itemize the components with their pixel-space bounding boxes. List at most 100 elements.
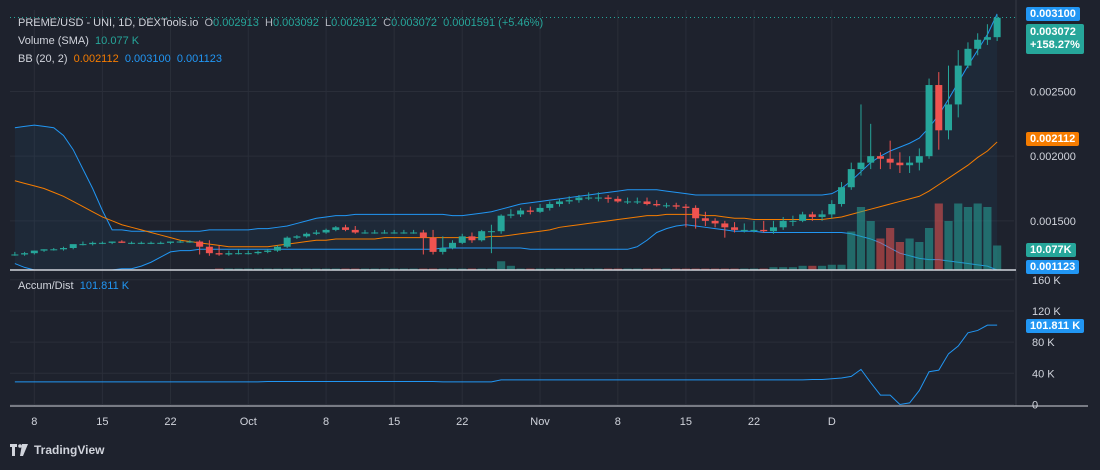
- candle-body: [322, 229, 330, 233]
- bb-fill: [14, 13, 998, 271]
- volume-bar: [808, 265, 817, 270]
- volume-label: Volume (SMA): [18, 35, 89, 47]
- candle-body: [371, 232, 379, 234]
- y-tick-label: 0.002000: [1030, 151, 1076, 163]
- x-tick-label: 8: [615, 416, 621, 428]
- candle-body: [166, 241, 174, 243]
- candle-body: [886, 158, 894, 163]
- x-tick-label: 15: [388, 416, 400, 428]
- candle-body: [244, 253, 252, 255]
- candle-body: [410, 232, 418, 234]
- candle-body: [672, 205, 680, 207]
- bollinger-bands: [14, 13, 998, 271]
- low-value: 0.002912: [331, 17, 378, 29]
- high-label: H: [265, 17, 273, 29]
- volume-bar: [895, 242, 904, 270]
- candle-body: [974, 39, 982, 49]
- candle-body: [993, 17, 1001, 38]
- ad-y-tick-label: 0: [1032, 399, 1038, 411]
- accum-dist-pane: [14, 324, 998, 405]
- candle-body: [478, 231, 486, 241]
- volume-bar: [769, 267, 778, 270]
- candle-body: [711, 220, 719, 224]
- candle-body: [196, 241, 204, 247]
- candle-body: [79, 244, 87, 246]
- ad-legend[interactable]: Accum/Dist 101.811 K: [18, 280, 129, 292]
- candle-body: [235, 253, 243, 255]
- x-tick-label: Oct: [240, 416, 257, 428]
- x-tick-label: 8: [31, 416, 37, 428]
- volume-bar: [944, 221, 953, 270]
- x-tick-label: 15: [680, 416, 692, 428]
- candle-body: [390, 232, 398, 234]
- candle-body: [225, 253, 233, 255]
- y-tick-label: 0.002500: [1030, 86, 1076, 98]
- bb-legend[interactable]: BB (20, 2) 0.002112 0.003100 0.001123: [18, 53, 222, 65]
- candle-body: [419, 232, 427, 238]
- candle-body: [361, 232, 369, 234]
- volume-bar: [779, 267, 788, 270]
- volume-bar: [817, 265, 827, 270]
- candle-body: [497, 215, 505, 232]
- candle-body: [750, 229, 758, 231]
- candle-body: [828, 204, 836, 215]
- ad-line: [14, 324, 998, 405]
- candle-body: [555, 201, 563, 205]
- bb-lower-value: 0.001123: [176, 53, 222, 65]
- volume-bar: [993, 245, 1002, 270]
- volume-bar: [915, 242, 924, 270]
- tradingview-logo[interactable]: TradingView: [10, 443, 104, 457]
- candle-body: [400, 232, 408, 234]
- candle-body: [546, 204, 554, 208]
- candle-body: [108, 241, 116, 243]
- candle-body: [964, 48, 972, 66]
- candle-body: [468, 236, 476, 241]
- candle-body: [721, 223, 729, 228]
- x-tick-label: 8: [323, 416, 329, 428]
- candle-body: [429, 237, 437, 252]
- x-tick-label: 22: [164, 416, 176, 428]
- ad-y-tick-label: 120 K: [1032, 306, 1061, 318]
- volume-bar: [856, 207, 866, 270]
- volume-bar: [934, 203, 943, 270]
- candle-body: [30, 250, 38, 254]
- candle-body: [789, 220, 797, 222]
- candle-body: [303, 233, 311, 237]
- volume-bar: [866, 221, 875, 270]
- bb-basis-badge: 0.002112: [1026, 132, 1080, 146]
- candle-body: [847, 169, 855, 188]
- candle-body: [867, 156, 875, 163]
- candle-body: [662, 205, 670, 207]
- axes: 8 15 22 Oct 8 15 22 Nov 8 15 22 D 0.001500 0.002000 0.…: [10, 0, 1088, 428]
- candle-body: [575, 197, 583, 201]
- ad-y-tick-label: 160 K: [1032, 275, 1061, 287]
- candle-body: [643, 201, 651, 205]
- volume-legend[interactable]: Volume (SMA) 10.077 K: [18, 35, 139, 47]
- candle-body: [215, 253, 223, 255]
- volume-bar: [983, 207, 992, 270]
- candle-body: [176, 241, 184, 243]
- candle-body: [487, 231, 495, 233]
- candle-body: [818, 214, 826, 217]
- volume-bar: [497, 261, 506, 270]
- candle-body: [507, 214, 515, 216]
- candle-body: [312, 232, 320, 234]
- candle-body: [769, 227, 777, 232]
- price-badge: 0.003072 +158.27%: [1026, 24, 1084, 54]
- candlesticks: [11, 15, 1001, 256]
- candle-body: [536, 207, 544, 212]
- candle-body: [137, 242, 145, 244]
- candle-body: [604, 197, 612, 199]
- candle-body: [342, 227, 350, 230]
- candle-body: [517, 210, 525, 215]
- candle-body: [526, 210, 534, 212]
- candle-body: [59, 248, 67, 250]
- candle-body: [701, 218, 709, 221]
- candle-body: [585, 197, 593, 199]
- candle-body: [205, 246, 213, 254]
- price-badge-change: +158.27%: [1030, 39, 1080, 51]
- candle-body: [293, 236, 301, 238]
- candle-body: [954, 65, 962, 105]
- candle-body: [273, 246, 281, 251]
